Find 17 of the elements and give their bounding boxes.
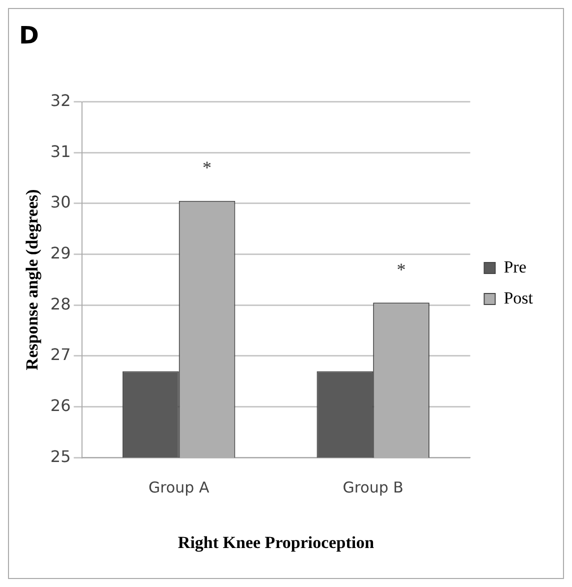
legend-label: Post: [504, 288, 534, 308]
x-tick-label: Group A: [148, 478, 210, 496]
y-tick-label: 25: [50, 446, 71, 466]
y-tick-label: 32: [50, 90, 71, 110]
legend-label: Pre: [504, 257, 526, 276]
y-tick-label: 27: [50, 345, 71, 364]
x-tick-label: Group B: [342, 478, 404, 496]
y-tick-label: 26: [50, 396, 71, 415]
y-axis-title: Response angle (degrees): [22, 189, 42, 370]
y-tick-label: 29: [50, 243, 71, 262]
y-tick-label: 31: [50, 142, 71, 161]
annotation: *: [202, 158, 212, 178]
annotation: *: [396, 259, 406, 280]
y-tick-label: 28: [50, 294, 71, 314]
chart-title: D: [19, 22, 39, 50]
x-axis-title: Right Knee Proprioception: [178, 533, 375, 552]
y-tick-label: 30: [50, 192, 71, 212]
